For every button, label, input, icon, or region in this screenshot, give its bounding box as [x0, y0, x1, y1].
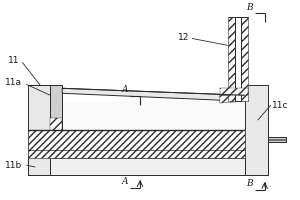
Bar — [28, 130, 245, 158]
Bar — [245, 85, 268, 175]
Text: B: B — [246, 3, 253, 12]
Text: A: A — [122, 177, 128, 186]
Bar — [228, 17, 235, 101]
Text: 12: 12 — [178, 33, 189, 42]
Text: 11c: 11c — [272, 101, 288, 110]
Polygon shape — [62, 88, 245, 101]
Bar — [28, 85, 50, 175]
Bar — [50, 118, 62, 130]
Bar — [50, 85, 62, 130]
Bar — [235, 17, 241, 101]
Polygon shape — [220, 95, 245, 103]
Bar — [220, 88, 248, 95]
Bar — [268, 137, 286, 142]
Text: A: A — [122, 85, 128, 94]
Bar — [220, 95, 228, 101]
Text: 11: 11 — [8, 56, 20, 65]
Bar — [28, 158, 268, 175]
Text: 11a: 11a — [5, 78, 22, 87]
Text: B: B — [246, 179, 253, 188]
Text: 11b: 11b — [5, 161, 22, 170]
Bar — [241, 17, 248, 101]
Bar — [62, 101, 245, 130]
